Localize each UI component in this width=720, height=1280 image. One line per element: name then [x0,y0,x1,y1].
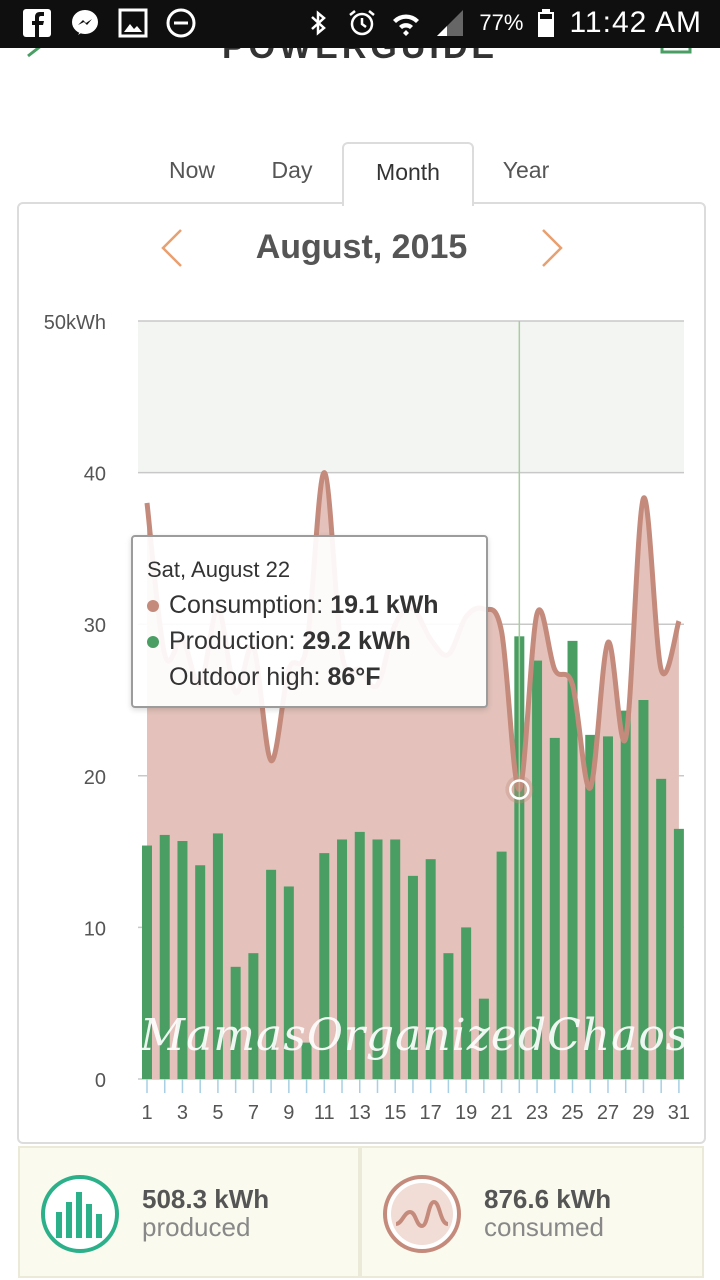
production-bar-31 [673,828,684,1079]
production-bar-3 [177,840,188,1079]
x-tick-label: 3 [177,1102,188,1124]
production-bar-6 [230,966,241,1079]
app-bar: POWERGUIDE [0,48,720,90]
production-bar-17 [425,859,436,1079]
production-bar-23 [532,660,543,1079]
facebook-icon [23,9,51,37]
back-arrow-icon[interactable] [24,48,52,68]
signal-icon [437,10,464,36]
production-bar-30 [656,778,667,1079]
x-tick-label: 13 [349,1102,371,1124]
production-bar-9 [283,886,294,1079]
consumed-label: consumed [484,1212,604,1242]
battery-percent: 77% [479,10,524,35]
share-icon[interactable] [660,48,692,62]
wifi-icon [393,14,420,36]
production-bar-11 [319,853,330,1079]
produced-value: 508.3 kWh [142,1184,270,1214]
plot-upper-band [138,321,684,473]
y-tick-label: 0 [95,1070,106,1092]
x-tick-label: 19 [455,1102,477,1124]
produced-label: produced [142,1212,251,1242]
production-bar-29 [638,700,649,1079]
production-bar-21 [496,851,507,1079]
production-bar-5 [212,833,223,1079]
y-tick-label: 50kWh [44,312,106,334]
production-bar-19 [461,927,472,1079]
consumed-summary: 876.6 kWh consumed [360,1146,704,1278]
consumption-wave-icon [383,1175,461,1253]
x-tick-label: 27 [597,1102,619,1124]
production-bar-10 [301,1042,312,1079]
production-dot-icon [147,636,159,649]
production-bar-25 [567,640,578,1079]
production-bar-2 [159,834,170,1079]
period-navigator: August, 2015 [19,204,704,294]
production-bars-icon [41,1175,119,1253]
status-bar: 77% 11:42 AM [0,0,720,48]
production-bar-4 [195,865,206,1079]
x-tick-label: 23 [526,1102,548,1124]
production-bar-7 [248,953,259,1079]
summary-panel: 508.3 kWh produced 876.6 kWh consumed [18,1146,704,1278]
tooltip-production: Production: 29.2 kWh [147,627,411,656]
y-tick-label: 20 [84,767,106,789]
tooltip-consumption: Consumption: 19.1 kWh [147,591,439,620]
x-tick-label: 29 [632,1102,654,1124]
production-bar-18 [443,953,454,1079]
x-tick-label: 25 [561,1102,583,1124]
x-tick-label: 11 [314,1102,335,1124]
y-tick-label: 40 [84,464,106,486]
production-bar-1 [142,845,152,1079]
alarm-icon [349,10,376,36]
x-tick-label: 9 [283,1102,294,1124]
production-bar-28 [620,710,631,1079]
x-tick-label: 5 [212,1102,223,1124]
x-tick-label: 17 [420,1102,442,1124]
y-tick-label: 30 [84,615,106,637]
x-tick-label: 7 [248,1102,259,1124]
production-bar-27 [602,736,613,1079]
clock: 11:42 AM [569,6,702,39]
tab-month[interactable]: Month [342,142,474,206]
x-tick-label: 31 [668,1102,690,1124]
consumption-area [147,472,679,1080]
watermark: MamasOrganizedChaos [140,1010,690,1061]
gallery-icon [118,8,148,38]
selected-point [509,779,530,800]
chart-tooltip: Sat, August 22 Consumption: 19.1 kWh Pro… [131,535,488,708]
produced-summary: 508.3 kWh produced [18,1146,360,1278]
period-label: August, 2015 [255,228,468,266]
app-title: POWERGUIDE [0,48,720,67]
do-not-disturb-icon [166,8,196,38]
messenger-icon [72,10,98,35]
production-bar-8 [266,869,277,1079]
consumption-dot-icon [147,600,159,613]
y-tick-label: 10 [84,918,106,940]
tab-year[interactable]: Year [502,157,550,183]
chevron-right-icon[interactable] [539,226,565,270]
tooltip-date: Sat, August 22 [147,557,291,582]
period-tabs: Now Day Month Year [0,142,720,206]
tab-day[interactable]: Day [271,157,313,183]
bluetooth-icon [311,10,327,36]
consumed-value: 876.6 kWh [484,1184,612,1214]
production-bar-24 [549,737,560,1079]
production-bar-26 [585,734,596,1079]
production-bar-16 [407,875,418,1079]
production-bar-12 [337,839,348,1079]
production-bar-15 [390,839,401,1079]
production-bar-14 [372,839,383,1079]
x-tick-label: 21 [490,1102,512,1124]
production-bar-20 [478,998,489,1079]
tab-now[interactable]: Now [168,157,215,183]
tooltip-outdoor: Outdoor high: 86°F [169,663,381,691]
battery-icon [538,9,555,37]
x-tick-label: 15 [384,1102,406,1124]
production-bar-13 [354,831,365,1079]
x-tick-label: 1 [141,1102,152,1124]
chevron-left-icon[interactable] [159,226,185,270]
